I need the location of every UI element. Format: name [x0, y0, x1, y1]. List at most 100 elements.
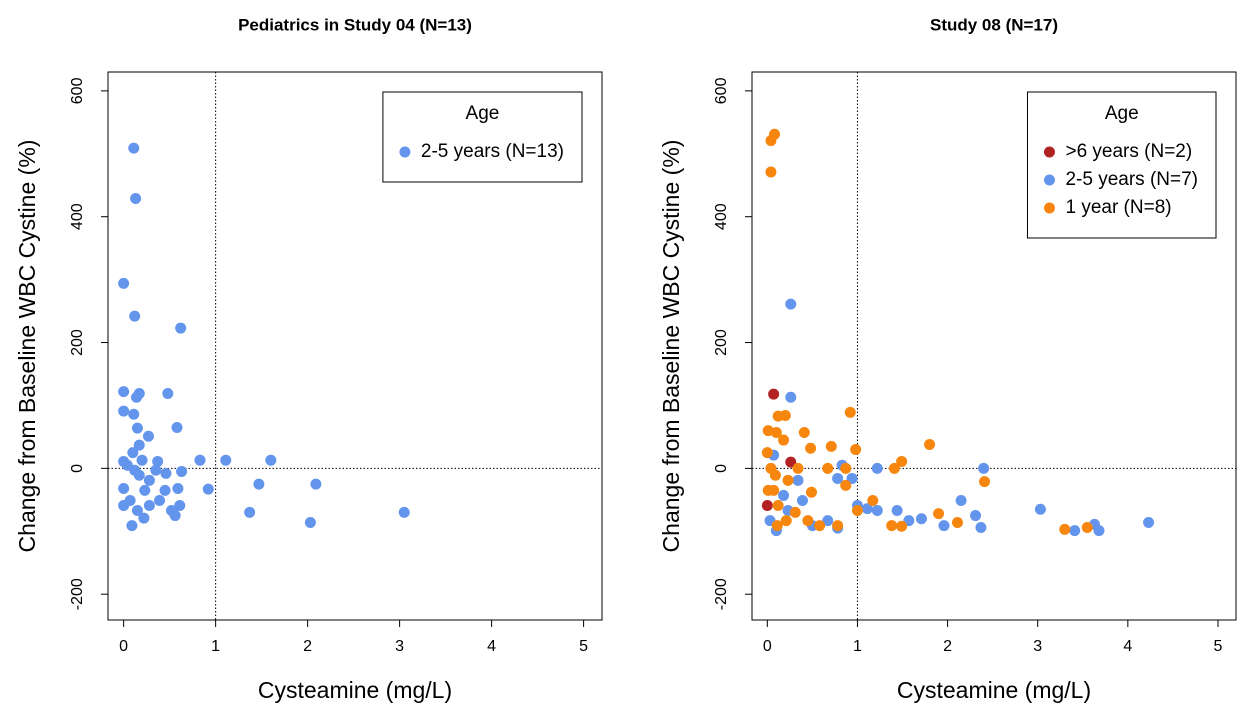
y-tick-label: 200 [713, 329, 730, 356]
point [771, 520, 783, 532]
point [136, 454, 148, 466]
y-tick-label: -200 [713, 578, 730, 610]
point [951, 516, 963, 528]
x-tick-label: 4 [487, 638, 496, 655]
point [133, 439, 145, 451]
y-tick-label: 600 [713, 77, 730, 104]
x-tick-label: 5 [579, 638, 588, 655]
y-tick-label: 0 [713, 464, 730, 473]
point [130, 192, 142, 204]
point [796, 494, 808, 506]
point [154, 494, 166, 506]
point [915, 513, 927, 525]
point [924, 438, 936, 450]
point [792, 462, 804, 474]
legend-marker [1043, 202, 1055, 214]
y-tick-label: 0 [69, 464, 86, 473]
legend: Age >6 years (N=2) 2-5 years (N=7) 1 year (… [1026, 91, 1217, 239]
point [1034, 503, 1046, 515]
point [172, 483, 184, 495]
legend-title: Age [1105, 103, 1139, 124]
point [955, 494, 967, 506]
legend-marker [1043, 174, 1055, 186]
point [265, 454, 277, 466]
point [398, 506, 410, 518]
point [1143, 516, 1155, 528]
plot-frame [107, 71, 603, 621]
point [129, 310, 141, 322]
point [867, 494, 879, 506]
point [202, 483, 214, 495]
point [805, 442, 817, 454]
point [128, 408, 140, 420]
point [310, 478, 322, 490]
point [1059, 523, 1071, 535]
point [118, 386, 130, 398]
legend-frame [1026, 91, 1217, 239]
legend-frame [382, 91, 583, 183]
y-tick-label: 600 [69, 77, 86, 104]
point [772, 410, 784, 422]
point [851, 505, 863, 517]
legend-label: 1 year (N=8) [1065, 197, 1171, 218]
point [765, 135, 777, 147]
point [761, 499, 773, 511]
chart-title: Study 08 (N=17) [930, 15, 1058, 34]
point [778, 489, 790, 501]
x-tick-label: 2 [943, 638, 952, 655]
point [118, 405, 130, 417]
x-tick-label: 3 [395, 638, 404, 655]
point [798, 427, 810, 439]
y-axis-label: Change from Baseline WBC Cystine (%) [14, 140, 40, 553]
point [143, 499, 155, 511]
point [933, 508, 945, 520]
point [150, 464, 162, 476]
x-tick-label: 0 [119, 638, 128, 655]
x-tick-label: 0 [763, 638, 772, 655]
point [850, 443, 862, 455]
point [975, 522, 987, 534]
point [304, 516, 316, 528]
point [789, 506, 801, 518]
point [805, 486, 817, 498]
legend-title: Age [466, 103, 500, 124]
point [782, 474, 794, 486]
point [118, 277, 130, 289]
point [127, 447, 139, 459]
point [814, 520, 826, 532]
point [844, 406, 856, 418]
point [133, 469, 145, 481]
plot-frame [751, 71, 1237, 621]
point [785, 298, 797, 310]
legend-marker [399, 146, 411, 158]
point [253, 478, 265, 490]
point [160, 467, 172, 479]
point [175, 322, 187, 334]
point [785, 456, 797, 468]
point [143, 474, 155, 486]
point [169, 510, 181, 522]
point [194, 454, 206, 466]
point [768, 388, 780, 400]
legend-label: 2-5 years (N=13) [421, 141, 564, 162]
point [778, 434, 790, 446]
point [761, 447, 773, 459]
point [891, 505, 903, 517]
y-tick-label: 400 [713, 203, 730, 230]
point [822, 515, 834, 527]
legend-marker [1043, 146, 1055, 158]
point [162, 388, 174, 400]
point [886, 520, 898, 532]
x-axis-label: Cysteamine (mg/L) [897, 677, 1091, 703]
x-tick-label: 1 [211, 638, 220, 655]
point [244, 506, 256, 518]
legend: Age 2-5 years (N=13) [382, 91, 583, 183]
point [785, 391, 797, 403]
point [896, 520, 908, 532]
point [765, 166, 777, 178]
point [769, 469, 781, 481]
point [896, 455, 908, 467]
y-axis-label: Change from Baseline WBC Cystine (%) [658, 140, 684, 553]
point [822, 462, 834, 474]
